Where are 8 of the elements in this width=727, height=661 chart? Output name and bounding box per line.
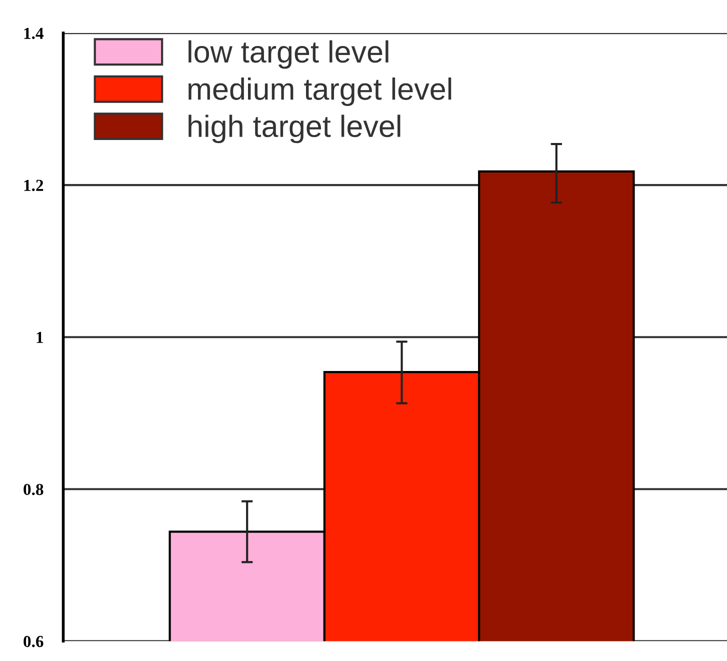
y-tick-label: 0.8	[24, 484, 44, 496]
y-tick-label: 0.6	[24, 636, 44, 648]
y-tick-label: 1	[36, 332, 43, 343]
legend-label: high target level	[188, 114, 400, 144]
legend-label: medium target level	[188, 78, 452, 106]
legend-label: low target level	[188, 40, 388, 69]
y-tick-label: 1.2	[24, 180, 44, 192]
y-tick-label: 1.4	[24, 28, 44, 40]
